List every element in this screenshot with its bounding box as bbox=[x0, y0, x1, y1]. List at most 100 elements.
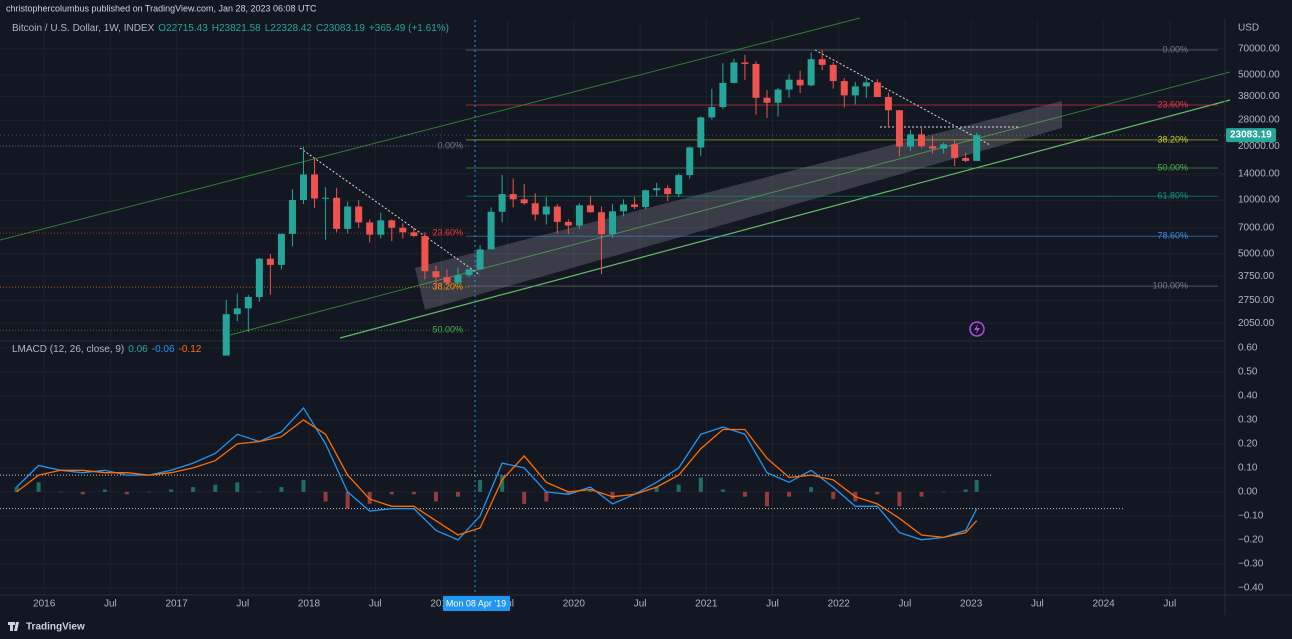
histogram-bar bbox=[720, 489, 725, 492]
y-tick-label: 0.20 bbox=[1238, 439, 1258, 450]
candle-body bbox=[929, 146, 937, 149]
candles bbox=[222, 50, 981, 356]
y-tick-label: 0.50 bbox=[1238, 367, 1258, 378]
y-tick-label: 5000.00 bbox=[1238, 249, 1275, 260]
fib-label: 0.00% bbox=[1162, 44, 1188, 54]
candle-body bbox=[399, 227, 407, 233]
candle-body bbox=[741, 62, 749, 64]
price-legend: Bitcoin / U.S. Dollar, 1W, INDEX O22715.… bbox=[12, 23, 449, 34]
candle-body bbox=[333, 197, 341, 229]
candle-body bbox=[355, 206, 363, 223]
y-tick-label: 0.30 bbox=[1238, 415, 1258, 426]
histogram-bar bbox=[213, 484, 218, 492]
y-tick-label: −0.30 bbox=[1238, 558, 1264, 569]
candle-body bbox=[553, 206, 561, 222]
y-tick-label: −0.10 bbox=[1238, 511, 1264, 522]
macd-line bbox=[16, 419, 978, 539]
event-icon-bolt bbox=[974, 324, 980, 334]
candle-body bbox=[973, 135, 981, 161]
histogram-bar bbox=[36, 482, 41, 492]
y-tick-label: 7000.00 bbox=[1238, 222, 1275, 233]
histogram-bar bbox=[654, 487, 659, 492]
candle-body bbox=[940, 144, 948, 149]
candle-body bbox=[597, 212, 605, 235]
y-tick-label: 28000.00 bbox=[1238, 115, 1280, 126]
candle-body bbox=[454, 275, 462, 283]
histogram-bar bbox=[765, 491, 770, 507]
y-tick-label: 50000.00 bbox=[1238, 70, 1280, 81]
candle-body bbox=[686, 147, 694, 176]
candle-body bbox=[620, 204, 628, 212]
candle-body bbox=[697, 117, 705, 148]
candle-body bbox=[642, 190, 650, 207]
candle-body bbox=[785, 79, 793, 90]
candle-body bbox=[509, 194, 517, 200]
y-tick-label: 0.60 bbox=[1238, 343, 1258, 354]
x-tick-label: 2021 bbox=[695, 599, 718, 610]
histogram-bar bbox=[411, 491, 416, 495]
candle-body bbox=[884, 96, 892, 111]
histogram-bar bbox=[632, 491, 637, 493]
channel-line bbox=[0, 17, 861, 241]
candle-body bbox=[818, 59, 826, 65]
change: +365.49 (+1.61%) bbox=[368, 23, 449, 34]
x-tick-label: Jul bbox=[766, 599, 779, 610]
histogram-bar bbox=[14, 487, 19, 492]
candle-body bbox=[906, 134, 914, 147]
y-tick-label: 3750.00 bbox=[1238, 271, 1275, 282]
candle-body bbox=[918, 134, 926, 147]
candle-body bbox=[388, 220, 396, 228]
histogram-bar bbox=[80, 491, 85, 495]
candle-body bbox=[763, 97, 771, 103]
histogram-bar bbox=[500, 475, 505, 492]
fib-label: 78.60% bbox=[1157, 231, 1188, 241]
y-tick-label: 14000.00 bbox=[1238, 169, 1280, 180]
symbol: Bitcoin / U.S. Dollar, 1W, INDEX bbox=[12, 23, 155, 34]
fib-label: 23.60% bbox=[1157, 99, 1188, 109]
x-tick-label: 2018 bbox=[298, 599, 321, 610]
candle-body bbox=[277, 233, 285, 265]
y-tick-label: −0.40 bbox=[1238, 582, 1264, 593]
y-tick-label: 70000.00 bbox=[1238, 44, 1280, 55]
candle-body bbox=[840, 81, 848, 96]
candle-body bbox=[344, 206, 352, 229]
histogram-bar bbox=[897, 491, 902, 507]
ohlc: H23821.58 bbox=[211, 23, 261, 34]
candle-body bbox=[266, 258, 274, 265]
histogram-bar bbox=[742, 491, 747, 497]
candle-body bbox=[520, 199, 528, 204]
histogram-bar bbox=[974, 479, 979, 492]
fib-label: 50.00% bbox=[432, 325, 463, 335]
histogram-bar bbox=[831, 491, 836, 500]
histogram-bar bbox=[146, 491, 151, 493]
x-tick-label: 2019 bbox=[430, 599, 453, 610]
candle-body bbox=[962, 157, 970, 161]
histogram-bar bbox=[522, 491, 527, 504]
fib-label: 23.60% bbox=[432, 228, 463, 238]
candle-body bbox=[564, 221, 572, 226]
x-tick-label: Jul bbox=[236, 599, 249, 610]
legend-value: 0.06 bbox=[128, 344, 148, 355]
y-tick-label: 10000.00 bbox=[1238, 195, 1280, 206]
header-title: christophercolumbus published on Trading… bbox=[6, 3, 317, 13]
event-icon[interactable] bbox=[969, 321, 985, 337]
histogram-bar bbox=[257, 491, 262, 493]
candle-body bbox=[222, 314, 230, 356]
histogram-bar bbox=[235, 482, 240, 492]
last-price-label: 23083.19 bbox=[1230, 130, 1272, 141]
last-price-box bbox=[1226, 128, 1276, 143]
candle-body bbox=[421, 235, 429, 272]
histogram-bar bbox=[389, 491, 394, 495]
candle-body bbox=[255, 258, 263, 298]
histogram-bar bbox=[323, 491, 328, 502]
candle-body bbox=[807, 59, 815, 86]
candle-body bbox=[432, 271, 440, 278]
drawings: 0.00% 23.60% 38.20% 50.00% 61.80% 78.60% 100.0… bbox=[0, 17, 1231, 595]
candle-body bbox=[675, 175, 683, 195]
ohlc: L22328.42 bbox=[264, 23, 312, 34]
macd-line bbox=[16, 406, 978, 541]
x-tick-label: 2016 bbox=[33, 599, 56, 610]
candle-body bbox=[575, 205, 583, 226]
candle-body bbox=[531, 203, 539, 215]
